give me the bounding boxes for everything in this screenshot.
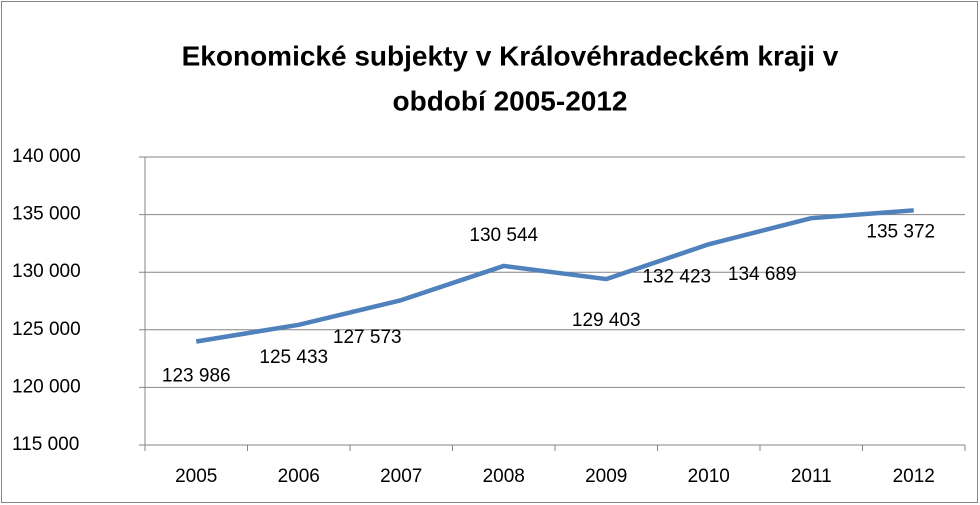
data-label: 132 423 xyxy=(642,266,711,287)
data-label: 123 986 xyxy=(162,365,231,386)
data-label: 127 573 xyxy=(333,327,402,348)
y-tick-label: 125 000 xyxy=(12,319,81,340)
x-tick-label: 2012 xyxy=(893,466,935,487)
x-tick-label: 2007 xyxy=(380,466,422,487)
x-tick-label: 2006 xyxy=(278,466,320,487)
data-label: 129 403 xyxy=(572,310,641,331)
data-label: 134 689 xyxy=(728,264,797,285)
y-tick-label: 130 000 xyxy=(12,261,81,282)
x-tick-label: 2011 xyxy=(791,466,832,487)
x-tick-label: 2010 xyxy=(688,466,730,487)
x-tick-label: 2009 xyxy=(585,466,627,487)
data-label: 130 544 xyxy=(469,225,538,246)
x-tick-label: 2005 xyxy=(175,466,217,487)
y-tick-label: 140 000 xyxy=(12,146,81,167)
data-line xyxy=(195,208,914,344)
y-tick-label: 120 000 xyxy=(12,376,81,397)
data-label: 135 372 xyxy=(866,221,935,242)
chart-title: období 2005-2012 xyxy=(393,85,628,116)
y-tick-label: 115 000 xyxy=(12,434,79,455)
data-label: 125 433 xyxy=(259,347,328,368)
chart-title: Ekonomické subjekty v Královéhradeckém k… xyxy=(182,40,839,71)
x-tick-label: 2008 xyxy=(483,466,525,487)
y-tick-label: 135 000 xyxy=(12,204,81,225)
